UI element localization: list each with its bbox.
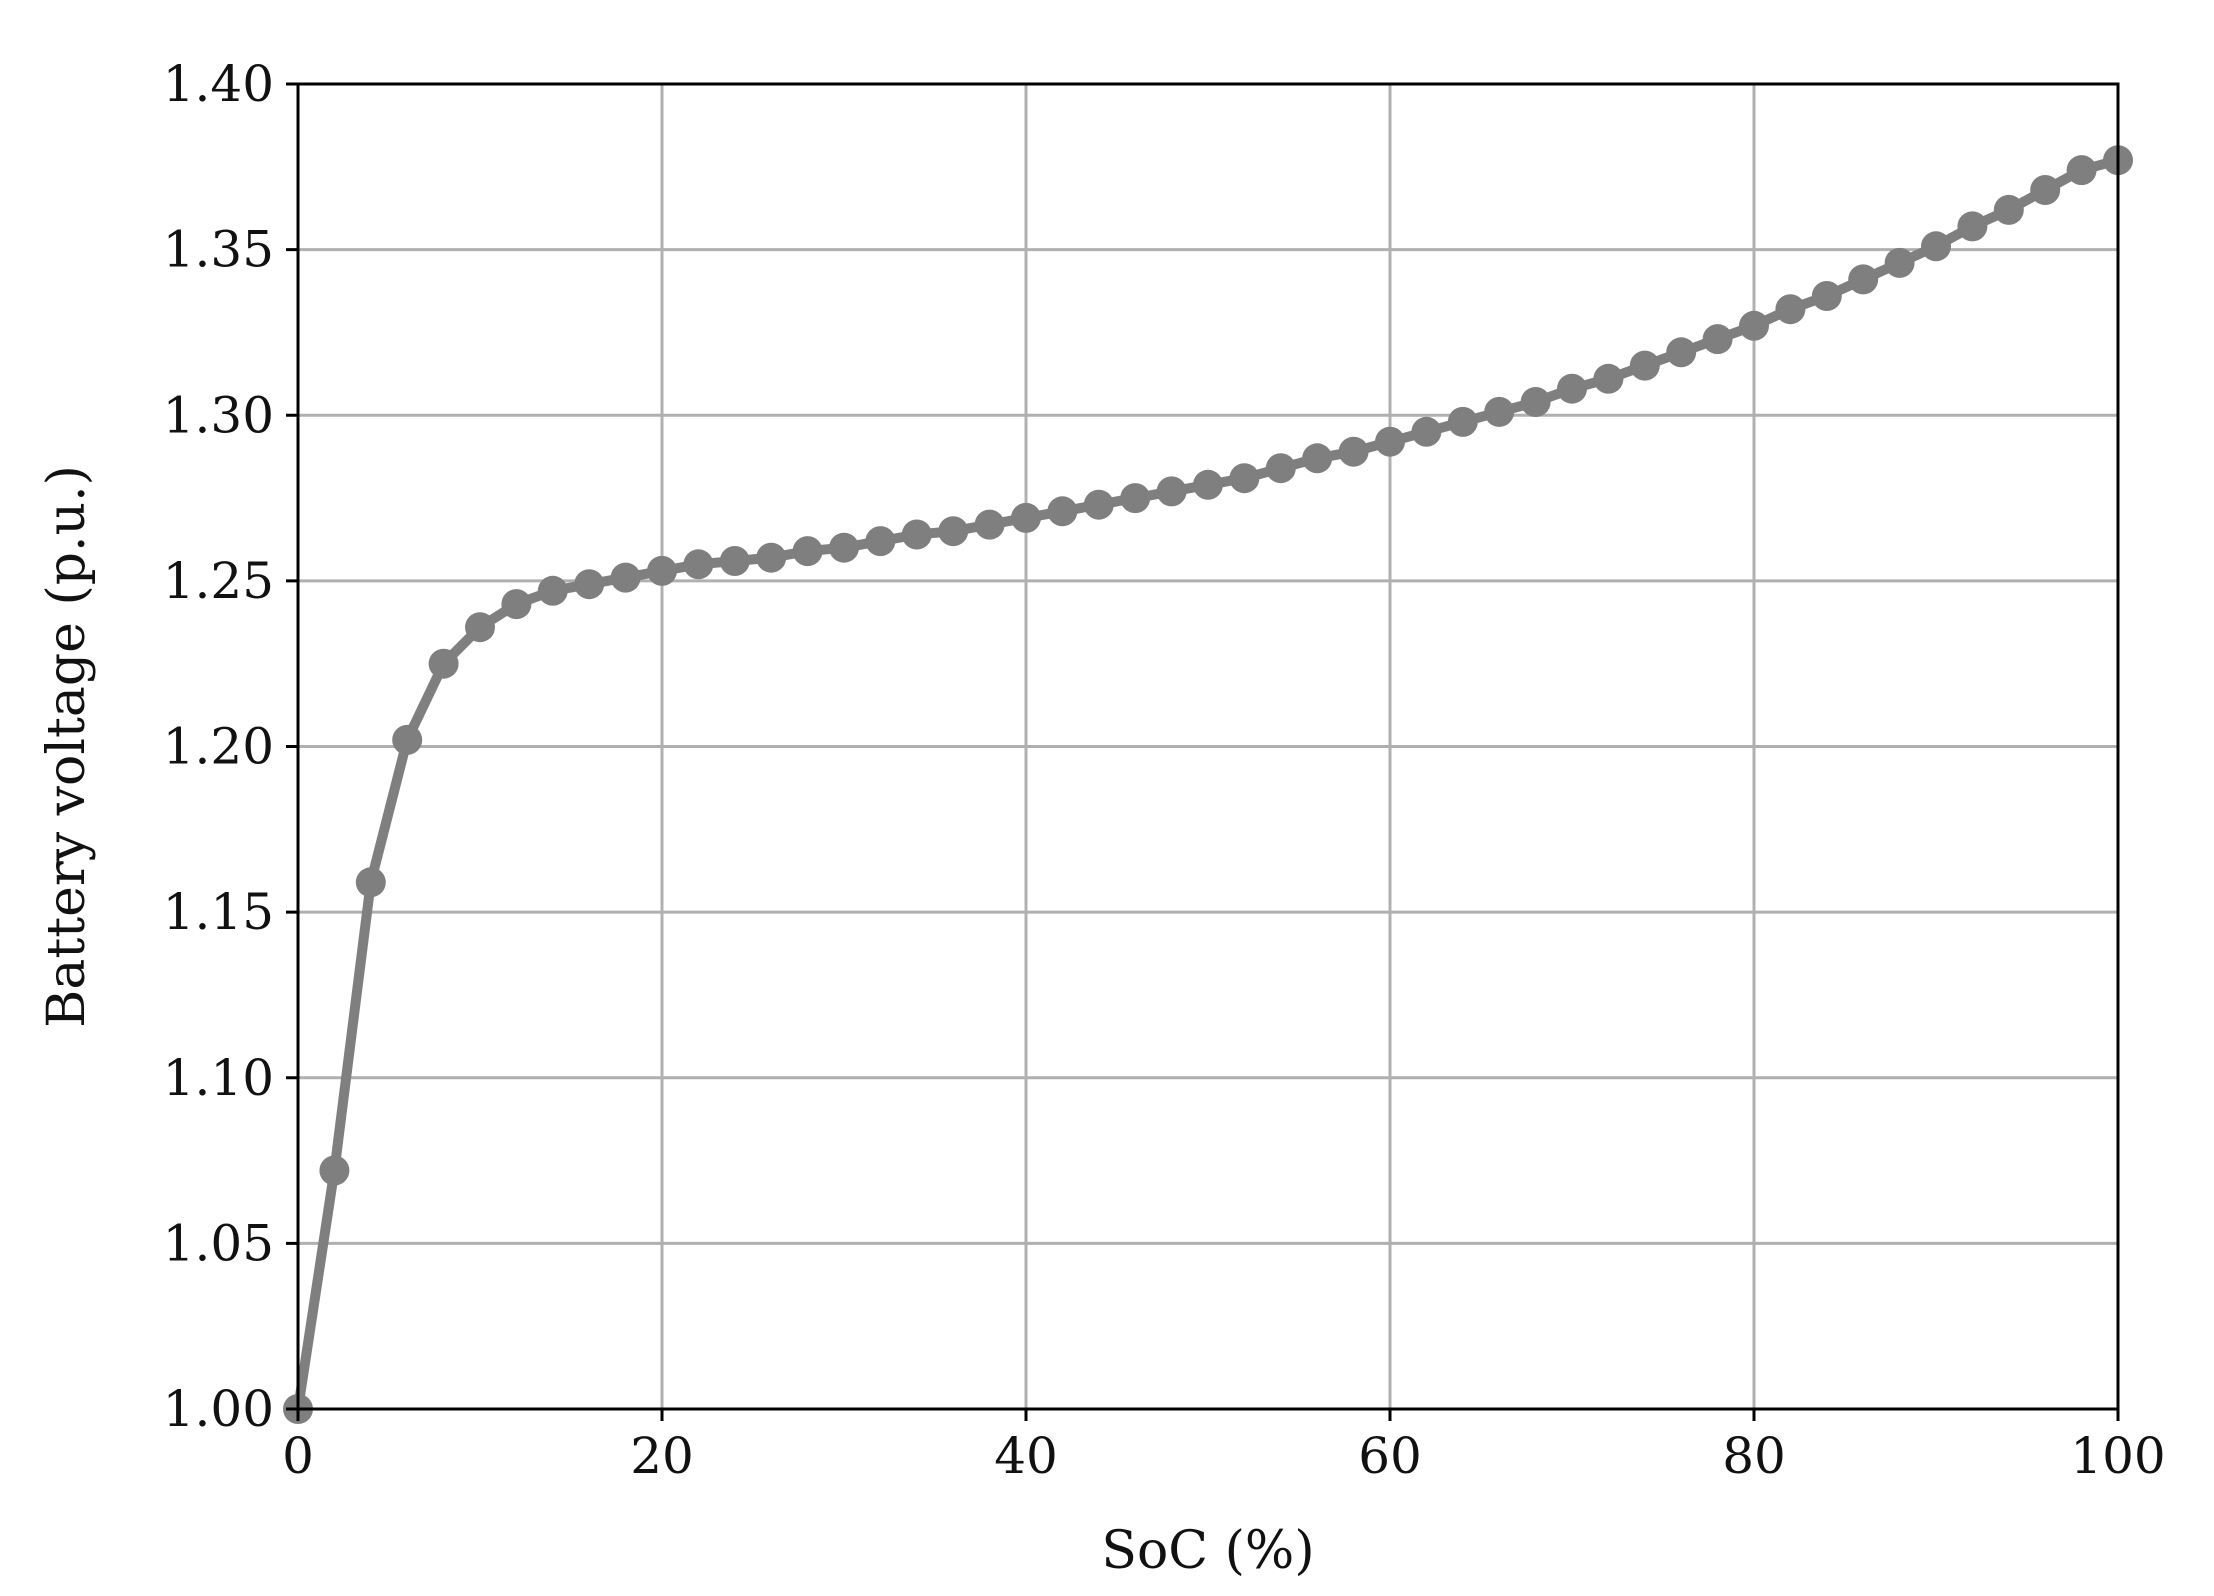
- axis-ticks: 0 20 40 60 80 100 1.00 1.05 1.10 1.15 1.20 1.25 1.30…: [163, 55, 2166, 1485]
- x-tick-label: 60: [1358, 1427, 1422, 1485]
- x-tick-label: 20: [630, 1427, 694, 1485]
- series-group: [283, 145, 2133, 1424]
- data-point: [1884, 247, 1915, 278]
- data-point: [1302, 443, 1333, 474]
- x-tick-label: 0: [282, 1427, 314, 1485]
- data-point: [938, 516, 969, 547]
- data-point: [1193, 469, 1223, 500]
- data-point: [1265, 453, 1296, 484]
- data-point: [1848, 264, 1879, 295]
- y-tick-label: 1.20: [163, 718, 274, 776]
- data-point: [1338, 436, 1369, 467]
- data-point: [1921, 231, 1951, 262]
- data-point: [1047, 496, 1078, 527]
- y-tick-label: 1.40: [163, 55, 274, 113]
- data-point: [1484, 396, 1515, 427]
- data-point: [2030, 175, 2061, 205]
- x-tick-label: 40: [994, 1427, 1058, 1485]
- data-point: [355, 867, 386, 898]
- data-point: [1957, 211, 1988, 242]
- data-point: [1520, 387, 1551, 417]
- data-point: [1593, 363, 1624, 394]
- data-point: [392, 724, 423, 755]
- data-point: [1011, 502, 1041, 533]
- data-point: [1993, 194, 2024, 225]
- data-point: [2066, 155, 2097, 186]
- y-tick-label: 1.25: [163, 552, 274, 610]
- data-point: [1775, 294, 1806, 325]
- data-point: [1229, 463, 1260, 494]
- y-tick-label: 1.00: [163, 1380, 274, 1438]
- data-point: [1411, 416, 1442, 447]
- data-point: [865, 526, 896, 557]
- x-tick-label: 100: [2070, 1427, 2165, 1485]
- data-point: [1557, 373, 1587, 404]
- data-point: [1447, 406, 1478, 437]
- data-point: [1702, 324, 1733, 355]
- data-point: [610, 562, 641, 593]
- y-tick-label: 1.30: [163, 386, 274, 444]
- data-point: [647, 555, 677, 586]
- data-point: [756, 542, 787, 573]
- data-point: [1375, 426, 1405, 457]
- data-point: [1739, 310, 1769, 341]
- data-point: [1083, 489, 1114, 520]
- data-point: [1156, 476, 1187, 507]
- data-point: [574, 569, 605, 600]
- y-tick-label: 1.35: [163, 221, 274, 279]
- data-point: [428, 648, 459, 679]
- data-point: [792, 536, 823, 567]
- data-point: [683, 549, 714, 580]
- data-point: [901, 519, 932, 550]
- data-point: [465, 612, 495, 643]
- data-point: [319, 1155, 350, 1186]
- y-tick-label: 1.05: [163, 1214, 274, 1272]
- x-tick-label: 80: [1722, 1427, 1786, 1485]
- y-tick-label: 1.10: [163, 1049, 274, 1107]
- data-point: [501, 589, 532, 620]
- data-point: [1811, 281, 1842, 311]
- data-point: [1666, 337, 1697, 368]
- y-axis-label: Battery voltage (p.u.): [37, 465, 97, 1028]
- data-point: [829, 532, 859, 563]
- data-point: [537, 575, 568, 606]
- data-point: [974, 509, 1005, 540]
- data-point: [1629, 350, 1660, 381]
- y-tick-label: 1.15: [163, 883, 274, 941]
- data-point: [1120, 483, 1151, 514]
- x-axis-label: SoC (%): [1101, 1521, 1314, 1581]
- data-point: [719, 546, 750, 576]
